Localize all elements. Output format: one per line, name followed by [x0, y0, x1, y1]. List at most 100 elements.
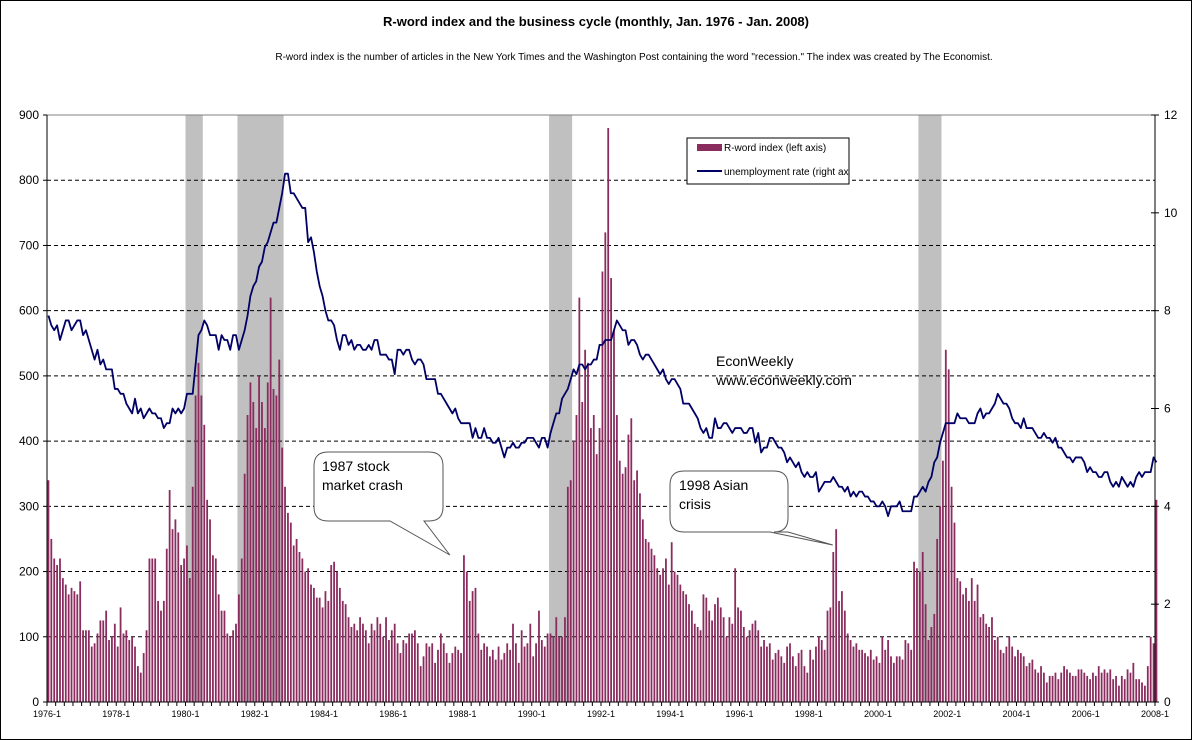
r-word-bar — [575, 415, 578, 702]
r-word-bar — [157, 600, 159, 702]
r-word-bar — [336, 571, 338, 702]
r-word-bar — [965, 587, 967, 702]
r-word-bar — [47, 480, 50, 702]
r-word-bar — [789, 643, 791, 702]
r-word-bar — [428, 646, 431, 702]
r-word-bar — [656, 568, 659, 702]
r-word-bar — [226, 633, 229, 702]
r-word-bar — [858, 649, 861, 702]
r-word-bar — [985, 623, 988, 702]
r-word-bar — [607, 128, 610, 703]
r-word-bar — [67, 594, 70, 702]
r-word-bar — [1094, 675, 1097, 702]
r-word-bar — [523, 646, 526, 702]
r-word-bar — [90, 646, 93, 702]
r-word-bar — [1025, 666, 1028, 702]
r-word-bar — [786, 646, 788, 702]
r-word-bar — [555, 617, 558, 702]
r-word-bar — [754, 620, 757, 702]
r-word-bar — [757, 630, 760, 702]
callout-1998-line2: crisis — [679, 496, 711, 512]
r-word-bar — [341, 600, 344, 702]
r-word-bar — [1120, 675, 1123, 702]
r-word-bar — [991, 617, 993, 702]
unemployment-line-group — [47, 172, 1158, 518]
r-word-bar — [688, 604, 690, 702]
r-word-bar — [716, 597, 719, 702]
r-word-bar — [229, 636, 232, 702]
r-word-bar — [1100, 672, 1103, 702]
r-word-bar — [1063, 666, 1065, 702]
r-word-bar — [85, 630, 87, 702]
r-word-bar — [1146, 666, 1149, 702]
r-word-bar — [797, 653, 800, 702]
r-word-bar — [988, 626, 990, 702]
r-word-bar — [491, 649, 494, 702]
r-word-bar — [232, 630, 234, 702]
r-word-bar — [578, 297, 581, 702]
x-tick-label: 1982-1 — [241, 709, 269, 719]
r-word-bar — [532, 656, 535, 702]
r-word-bar — [1028, 662, 1031, 702]
x-tick-label: 1976-1 — [33, 709, 61, 719]
r-word-bar — [910, 649, 913, 702]
r-word-bar — [370, 623, 373, 702]
r-word-bar — [621, 473, 624, 702]
r-word-bar — [728, 617, 731, 702]
r-word-bar — [61, 578, 64, 702]
r-word-bar — [200, 395, 203, 702]
r-word-bar — [388, 640, 390, 702]
r-word-bar — [693, 623, 696, 702]
r-word-bar — [298, 551, 301, 702]
r-word-bar — [907, 643, 910, 702]
r-word-bar — [70, 587, 73, 702]
y-tick-label: 100 — [19, 630, 39, 644]
r-word-bar — [950, 486, 953, 702]
r-word-bar — [128, 640, 131, 702]
r-word-bar — [263, 428, 266, 702]
r-word-bar — [1086, 675, 1089, 702]
x-tick-label: 1990-1 — [518, 709, 546, 719]
r-word-bar — [535, 643, 537, 702]
r-word-bar — [1037, 672, 1040, 702]
r-word-bar — [116, 646, 119, 702]
r-word-bar — [235, 623, 237, 702]
r-word-bar — [500, 659, 503, 702]
r-word-bar — [171, 529, 174, 702]
r-word-bar — [875, 656, 878, 702]
r-word-bar — [745, 636, 748, 702]
r-word-bar — [111, 636, 113, 702]
r-word-bar — [220, 610, 223, 702]
r-word-bar — [162, 600, 165, 702]
r-word-bar — [662, 568, 664, 702]
r-word-bar — [376, 617, 379, 702]
r-word-bar — [1112, 679, 1115, 702]
r-word-bar — [644, 538, 647, 702]
r-word-bar — [982, 613, 985, 702]
r-word-bar — [509, 649, 511, 702]
r-word-bar — [647, 542, 650, 702]
r-word-bar — [921, 551, 924, 702]
r-word-bar — [751, 623, 754, 702]
r-word-bar — [1022, 656, 1025, 702]
r-word-bar — [918, 571, 921, 702]
r-word-bar — [1080, 669, 1083, 702]
r-word-bar — [872, 659, 875, 702]
r-word-bar — [390, 630, 393, 702]
r-word-bar — [338, 587, 341, 702]
r-word-bar — [1048, 675, 1051, 702]
chart-subtitle: R-word index is the number of articles i… — [275, 52, 993, 63]
r-word-bar — [627, 434, 630, 702]
r-word-bar — [480, 649, 483, 702]
r-word-bar — [884, 649, 887, 702]
y-tick-label: 900 — [19, 108, 39, 122]
r-word-bar — [324, 591, 327, 702]
y-tick-label: 200 — [19, 565, 39, 579]
r-word-bar — [460, 653, 462, 702]
x-tick-label: 2002-1 — [933, 709, 961, 719]
r-word-bar — [1057, 679, 1060, 702]
r-word-bar — [659, 574, 662, 702]
r-word-bar — [566, 486, 569, 702]
r-word-bar — [79, 581, 82, 702]
r-word-bar — [780, 656, 783, 702]
